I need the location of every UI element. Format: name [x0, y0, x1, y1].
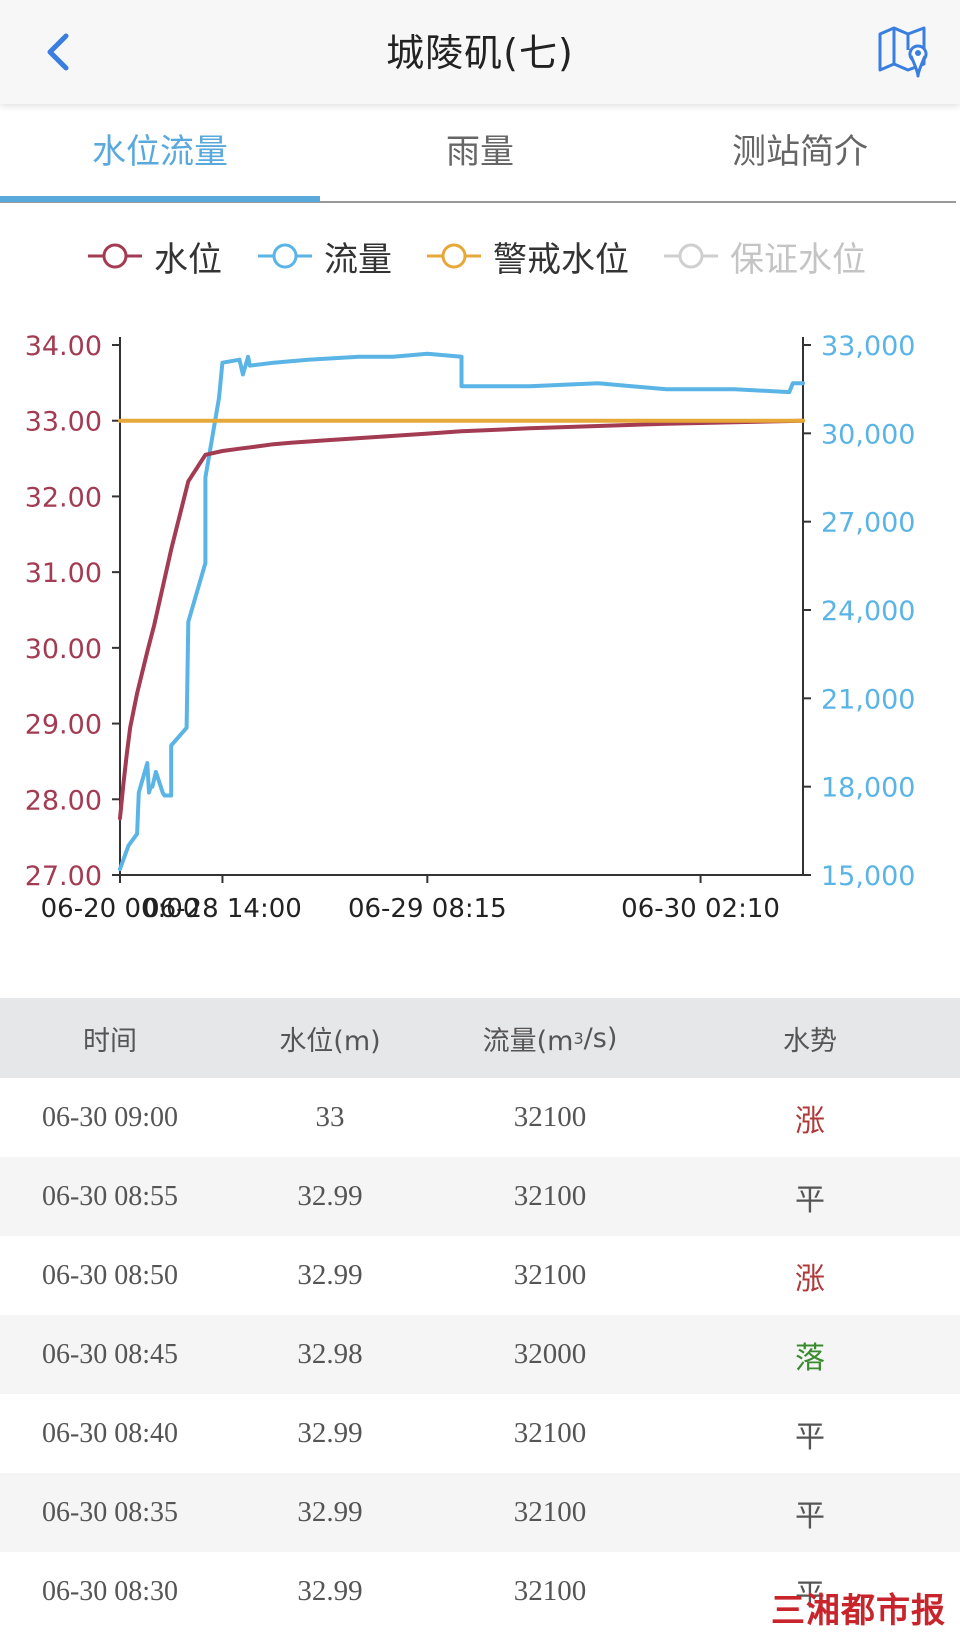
cell-flow: 32100 — [513, 1575, 587, 1607]
legend-label: 保证水位 — [730, 239, 866, 280]
legend-label: 水位 — [154, 239, 222, 280]
active-tab-indicator — [0, 196, 320, 202]
cell-time: 06-30 08:45 — [41, 1338, 179, 1370]
cell-flow: 32100 — [513, 1417, 587, 1449]
legend-marker-icon — [664, 243, 718, 269]
cell-water-level: 32.99 — [297, 1496, 363, 1528]
y-left-tick-label: 33.00 — [25, 407, 102, 438]
cell-time: 06-30 08:40 — [41, 1417, 179, 1449]
cell-time: 06-30 09:00 — [41, 1101, 179, 1133]
table-row[interactable]: 06-30 08:45 32.98 32000 落 — [0, 1315, 960, 1394]
cell-time: 06-30 08:30 — [41, 1575, 179, 1607]
y-left-tick-label: 27.00 — [25, 861, 102, 892]
table-row[interactable]: 06-30 09:00 33 32100 涨 — [0, 1078, 960, 1157]
header-flow: 流量(m 3/s) — [440, 998, 660, 1078]
x-tick-label: 06-28 14:00 — [143, 894, 302, 924]
legend-item-flow[interactable]: 流量 — [256, 228, 392, 284]
water-level-line — [118, 418, 805, 821]
table-row[interactable]: 06-30 08:40 32.99 32100 平 — [0, 1394, 960, 1473]
x-tick-label: 06-30 02:10 — [621, 894, 780, 924]
y-right-tick-label: 24,000 — [821, 596, 915, 627]
back-button[interactable] — [30, 22, 90, 82]
cell-water-level: 32.99 — [297, 1417, 363, 1449]
y-left-tick-label: 34.00 — [25, 331, 102, 362]
cell-trend: 涨 — [795, 1261, 825, 1297]
x-tick-label: 06-29 08:15 — [348, 894, 507, 924]
cell-time: 06-30 08:55 — [41, 1180, 179, 1212]
cell-trend: 涨 — [795, 1103, 825, 1139]
legend-item-warning-level[interactable]: 警戒水位 — [425, 228, 629, 284]
table-row[interactable]: 06-30 08:35 32.99 32100 平 — [0, 1473, 960, 1552]
cell-time: 06-30 08:35 — [41, 1496, 179, 1528]
legend-marker-icon — [427, 243, 481, 269]
table-header: 时间 水位(m) 流量(m 3/s) 水势 — [0, 998, 960, 1078]
cell-water-level: 32.98 — [297, 1338, 363, 1370]
y-left-tick-label: 29.00 — [25, 710, 102, 741]
cell-flow: 32100 — [513, 1259, 587, 1291]
header-flow-exponent: 3 — [573, 1028, 584, 1048]
watermark-logo: 三湘都市报 — [771, 1583, 946, 1632]
legend-marker-icon — [258, 243, 312, 269]
chart-legend: 水位 流量 警戒水位 保证水位 — [0, 228, 960, 284]
legend-label: 警戒水位 — [493, 239, 629, 280]
cell-trend: 平 — [795, 1498, 825, 1534]
cell-trend: 落 — [795, 1340, 825, 1376]
page-title: 城陵矶(七) — [386, 31, 574, 75]
tab-divider — [0, 201, 956, 203]
x-tick-label: 06-20 00:00 — [41, 894, 200, 924]
chevron-left-icon — [47, 33, 69, 71]
header-time: 时间 — [83, 1025, 137, 1057]
legend-label: 流量 — [324, 239, 392, 280]
cell-trend: 平 — [795, 1182, 825, 1218]
cell-flow: 32000 — [513, 1338, 587, 1370]
watermark-text: 三湘都市报 — [771, 1591, 946, 1631]
header-flow-unit: /s) — [583, 1022, 618, 1054]
cell-water-level: 32.99 — [297, 1180, 363, 1212]
legend-marker-icon — [88, 243, 142, 269]
header-water-level: 水位(m) — [279, 1025, 381, 1057]
tab-rainfall[interactable]: 雨量 — [446, 132, 514, 172]
water-level-flow-chart: 27.00 28.00 29.00 30.00 31.00 32.00 33.00 34.00… — [25, 331, 916, 924]
y-right-tick-label: 33,000 — [821, 331, 915, 362]
y-left-tick-label: 28.00 — [25, 785, 102, 816]
map-pin-icon — [878, 26, 928, 78]
table-body: 06-30 09:00 33 32100 涨 06-30 08:55 32.99 32100… — [0, 1078, 960, 1631]
cell-water-level: 32.99 — [297, 1575, 363, 1607]
tab-station-info[interactable]: 测站简介 — [732, 132, 868, 172]
data-table: 时间 水位(m) 流量(m 3/s) 水势 06-30 09:00 33 32100 涨… — [0, 998, 960, 1631]
y-right-tick-label: 18,000 — [821, 773, 915, 804]
y-left-tick-label: 31.00 — [25, 558, 102, 589]
legend-item-water-level[interactable]: 水位 — [86, 228, 222, 284]
cell-trend: 平 — [795, 1419, 825, 1455]
table-row[interactable]: 06-30 08:50 32.99 32100 涨 — [0, 1236, 960, 1315]
cell-time: 06-30 08:50 — [41, 1259, 179, 1291]
legend-item-guarantee-level[interactable]: 保证水位 — [662, 228, 866, 284]
flow-line — [118, 351, 805, 872]
header-flow-label: 流量(m — [482, 1025, 574, 1057]
cell-water-level: 32.99 — [297, 1259, 363, 1291]
map-button[interactable] — [874, 20, 934, 80]
y-right-tick-label: 27,000 — [821, 508, 915, 539]
header-trend: 水势 — [783, 1025, 837, 1057]
cell-flow: 32100 — [513, 1180, 587, 1212]
cell-water-level: 33 — [315, 1101, 345, 1133]
tab-bar: 水位流量 雨量 测站简介 — [0, 106, 960, 203]
cell-flow: 32100 — [513, 1101, 587, 1133]
y-right-tick-label: 30,000 — [821, 419, 915, 450]
y-left-tick-label: 32.00 — [25, 482, 102, 513]
cell-trend: 平 — [795, 1577, 825, 1613]
tab-water-level-flow[interactable]: 水位流量 — [92, 132, 228, 172]
cell-flow: 32100 — [513, 1496, 587, 1528]
y-right-tick-label: 15,000 — [821, 861, 915, 892]
table-row[interactable]: 06-30 08:30 32.99 32100 平 — [0, 1552, 960, 1631]
table-row[interactable]: 06-30 08:55 32.99 32100 平 — [0, 1157, 960, 1236]
y-right-tick-label: 21,000 — [821, 684, 915, 715]
y-left-tick-label: 30.00 — [25, 634, 102, 665]
app-header: 城陵矶(七) — [0, 0, 960, 104]
